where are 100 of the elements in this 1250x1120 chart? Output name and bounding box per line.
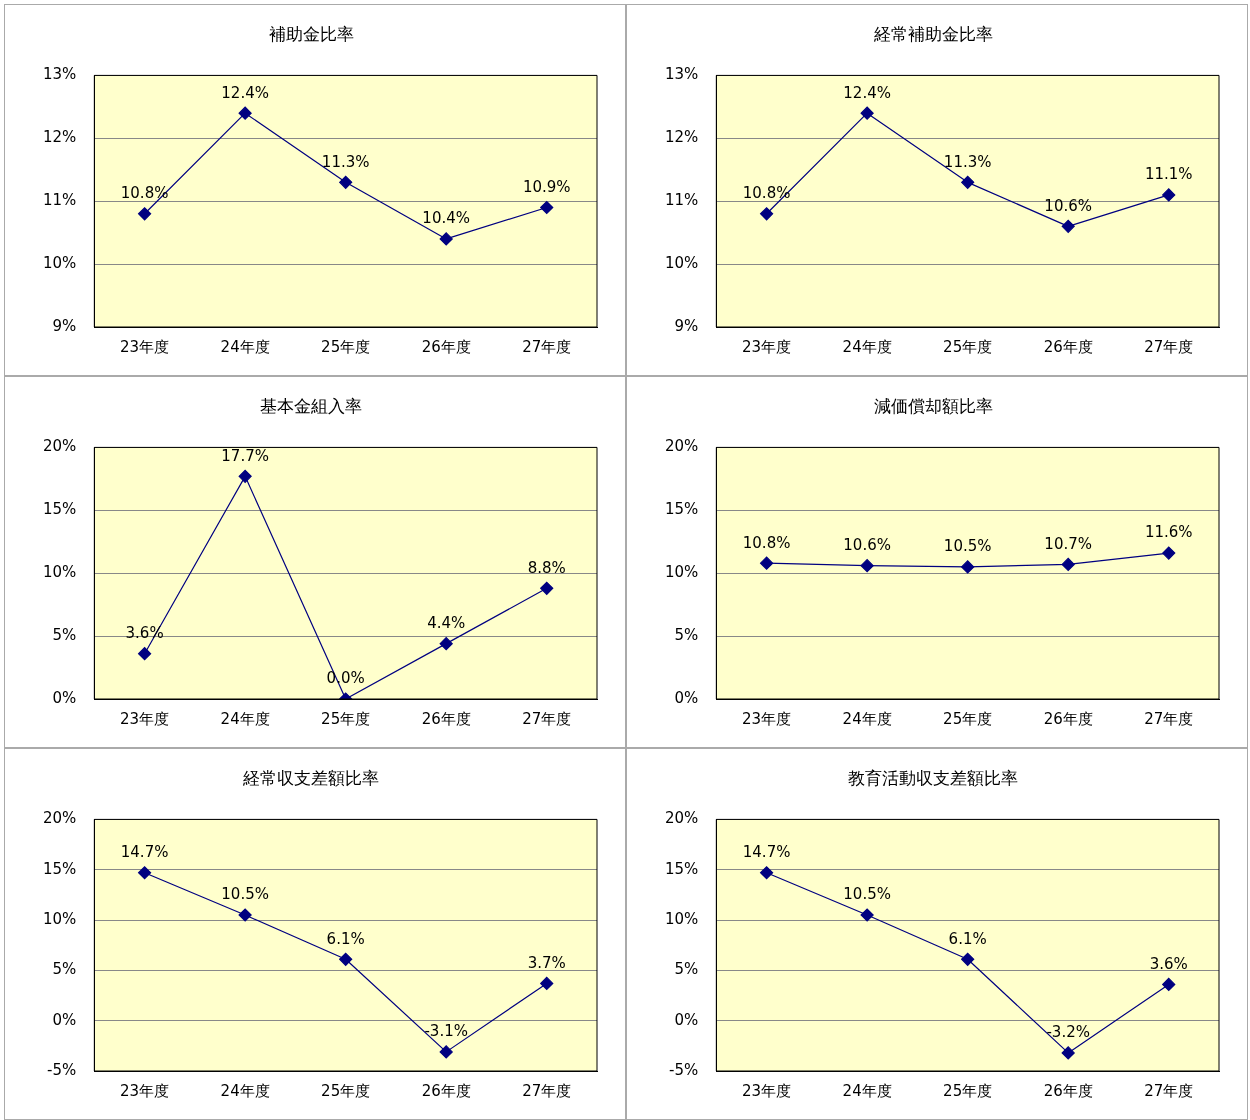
point	[238, 908, 252, 922]
y-tick-label: 10%	[43, 909, 77, 928]
point	[961, 560, 975, 574]
y-tick-label: 0%	[52, 1010, 77, 1029]
x-tick-label: 24年度	[842, 337, 892, 356]
data-label: 10.6%	[1044, 196, 1093, 215]
data-label: 12.4%	[843, 83, 891, 102]
y-tick-label: 0%	[52, 688, 77, 707]
data-label: 10.6%	[843, 536, 891, 555]
point	[138, 207, 152, 221]
y-tick-label: 10%	[43, 563, 77, 582]
y-tick-label: 5%	[52, 625, 77, 644]
y-tick-label: 9%	[52, 316, 77, 335]
y-tick-label: 12%	[43, 128, 77, 147]
chart-title: 経常収支差額比率	[242, 767, 379, 788]
point	[1061, 1046, 1075, 1060]
point	[961, 175, 975, 189]
data-label: 10.8%	[742, 533, 791, 552]
chart-title: 補助金比率	[268, 23, 354, 44]
x-tick-label: 23年度	[120, 709, 170, 728]
point	[1162, 977, 1176, 992]
point	[961, 952, 975, 966]
x-tick-label: 25年度	[321, 709, 371, 728]
x-tick-label: 26年度	[421, 709, 471, 728]
data-label: 10.5%	[221, 885, 269, 904]
data-label: 3.6%	[1149, 954, 1188, 973]
chart-title: 経常補助金比率	[872, 23, 993, 44]
y-tick-label: 0%	[674, 1010, 699, 1029]
x-tick-label: 25年度	[943, 709, 993, 728]
y-tick-label: 5%	[52, 960, 77, 979]
y-tick-label: 15%	[43, 859, 77, 878]
y-tick-label: 10%	[43, 253, 77, 272]
data-label: 3.7%	[527, 953, 566, 972]
y-tick-label: 0%	[674, 688, 699, 707]
point	[339, 175, 353, 189]
data-label: 11.1%	[1144, 165, 1193, 184]
data-label: 10.5%	[943, 537, 992, 556]
y-tick-label: 15%	[43, 500, 77, 519]
x-tick-label: 26年度	[1043, 1081, 1093, 1100]
point	[760, 556, 774, 570]
x-tick-label: 26年度	[1043, 709, 1093, 728]
y-tick-label: 12%	[665, 128, 699, 147]
data-label: 4.4%	[427, 614, 466, 633]
y-tick-label: 13%	[43, 65, 77, 84]
y-tick-label: 20%	[43, 809, 77, 828]
y-tick-label: 5%	[674, 960, 699, 979]
point	[138, 647, 152, 661]
point	[1162, 188, 1176, 202]
data-label: 6.1%	[948, 929, 987, 948]
data-label: 6.1%	[326, 929, 365, 948]
data-label: 10.5%	[843, 885, 891, 904]
data-label: 10.7%	[1044, 534, 1093, 553]
x-tick-label: 23年度	[120, 1081, 170, 1100]
x-tick-label: 26年度	[1043, 337, 1093, 356]
data-label: -3.1%	[424, 1022, 468, 1041]
x-tick-label: 24年度	[842, 1081, 892, 1100]
y-tick-label: -5%	[669, 1060, 699, 1079]
point	[1061, 557, 1075, 571]
x-tick-label: 25年度	[943, 1081, 993, 1100]
y-tick-label: 20%	[665, 809, 699, 828]
point	[860, 106, 874, 120]
point	[540, 581, 554, 595]
y-tick-label: 9%	[674, 316, 699, 335]
y-tick-label: 10%	[665, 253, 699, 272]
data-label: 14.7%	[120, 843, 169, 862]
y-tick-label: 11%	[43, 191, 77, 210]
x-tick-label: 24年度	[220, 337, 270, 356]
point	[760, 866, 774, 880]
y-tick-label: -5%	[47, 1060, 77, 1079]
x-tick-label: 27年度	[1144, 709, 1194, 728]
point	[1162, 546, 1176, 560]
point	[540, 976, 554, 991]
y-tick-label: 10%	[665, 563, 699, 582]
x-tick-label: 24年度	[220, 709, 270, 728]
x-tick-label: 27年度	[522, 1081, 572, 1100]
point	[439, 232, 453, 246]
x-tick-label: 25年度	[321, 1081, 371, 1100]
x-tick-label: 27年度	[522, 337, 572, 356]
point	[860, 908, 874, 922]
x-tick-label: 27年度	[1144, 1081, 1194, 1100]
point	[238, 469, 252, 483]
data-label: 10.9%	[522, 177, 571, 196]
y-tick-label: 15%	[665, 500, 699, 519]
y-tick-label: 20%	[43, 437, 77, 456]
data-label: 14.7%	[742, 843, 791, 862]
y-tick-label: 13%	[665, 65, 699, 84]
y-tick-label: 15%	[665, 859, 699, 878]
y-tick-label: 11%	[665, 191, 699, 210]
data-label: -3.2%	[1046, 1023, 1090, 1042]
chart-title: 教育活動収支差額比率	[848, 767, 1018, 788]
data-label: 11.3%	[321, 152, 370, 171]
data-label: 12.4%	[221, 83, 269, 102]
point	[439, 637, 453, 651]
point	[238, 106, 252, 120]
data-label: 11.3%	[943, 152, 992, 171]
y-tick-label: 20%	[665, 437, 699, 456]
x-tick-label: 23年度	[742, 337, 792, 356]
point	[138, 866, 152, 880]
data-label: 10.4%	[422, 209, 471, 228]
point	[540, 200, 554, 215]
